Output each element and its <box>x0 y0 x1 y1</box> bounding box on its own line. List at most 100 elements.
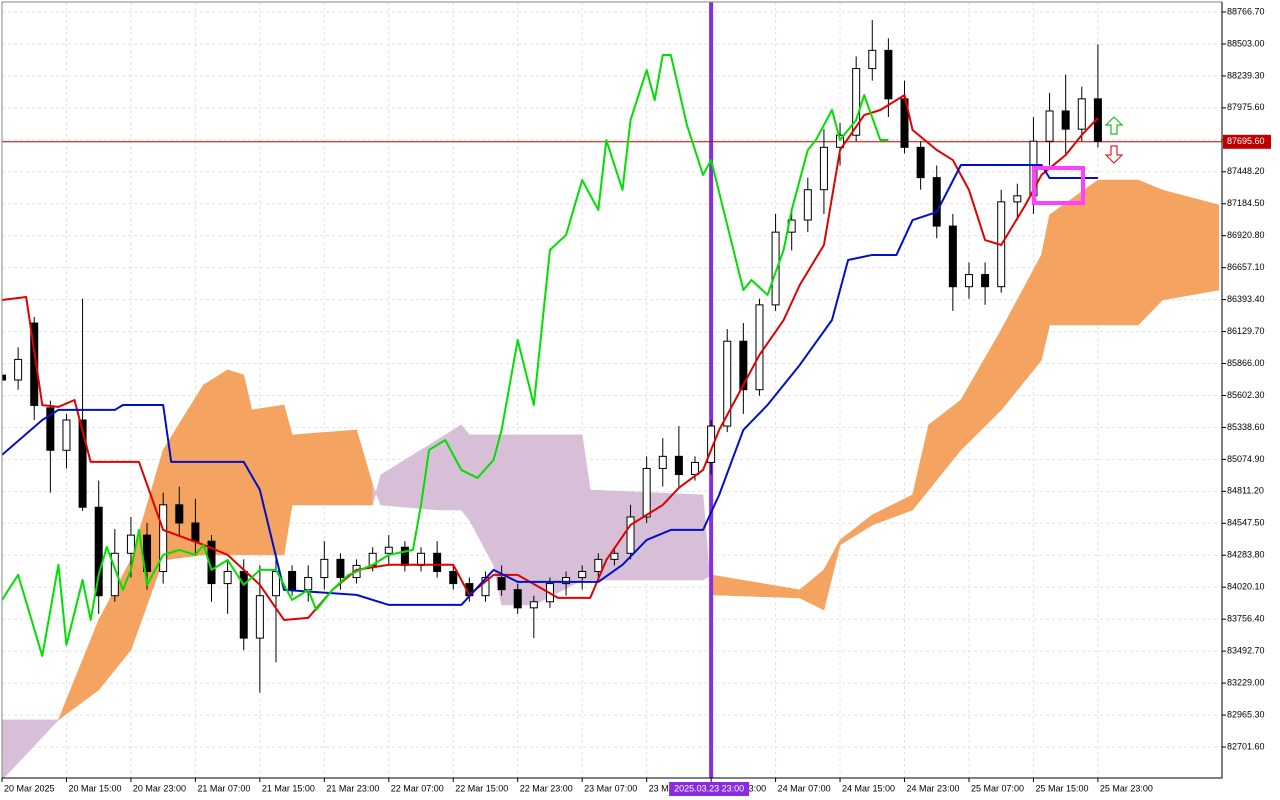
candle-body <box>690 461 699 476</box>
candle-body <box>932 177 941 227</box>
candle-body <box>723 340 732 427</box>
candle-body <box>497 577 506 591</box>
up-arrow <box>1104 116 1124 135</box>
y-tick-label: 84547.50 <box>1227 518 1265 528</box>
y-tick-label: 86657.10 <box>1227 262 1265 272</box>
x-tick-label: 20 Mar 23:00 <box>133 783 186 793</box>
x-tick-label: 22 Mar 07:00 <box>391 783 444 793</box>
candle-body <box>14 358 23 381</box>
y-tick-label: 88239.30 <box>1227 70 1265 80</box>
candle-body <box>223 570 232 585</box>
candle-body <box>852 68 861 136</box>
candle-body <box>417 552 426 566</box>
y-tick-label: 85602.30 <box>1227 390 1265 400</box>
candle-body <box>868 49 877 70</box>
down-arrow <box>1104 145 1124 164</box>
candle-body <box>94 506 103 597</box>
x-tick-label: 25 Mar 15:00 <box>1035 783 1088 793</box>
y-tick-label: 87975.60 <box>1227 102 1265 112</box>
cloud-segment <box>1137 179 1163 326</box>
candle-body <box>836 134 845 148</box>
candle-body <box>578 570 587 579</box>
cloud-segment <box>533 434 583 606</box>
candle-body <box>1045 110 1054 142</box>
cloud-layer <box>2 179 1220 778</box>
candle-body <box>626 516 635 554</box>
label-layer: 88766.7088503.0088239.3087975.6087711.90… <box>4 6 1271 796</box>
x-tick-label: 22 Mar 23:00 <box>520 783 573 793</box>
candle-body <box>320 558 329 579</box>
x-tick-label: 20 Mar 2025 <box>4 783 55 793</box>
cloud-segment <box>1162 189 1220 301</box>
candle-body <box>449 570 458 585</box>
candle-body <box>304 577 313 591</box>
candle-body <box>594 558 603 572</box>
candle-body <box>771 231 780 306</box>
y-tick-label: 86920.80 <box>1227 230 1265 240</box>
candle-body <box>513 589 522 609</box>
y-tick-label: 87448.20 <box>1227 166 1265 176</box>
candle-body <box>610 552 619 560</box>
candle-body <box>739 340 748 391</box>
indicator-line <box>2 94 1099 621</box>
x-tick-label: 21 Mar 23:00 <box>326 783 379 793</box>
candle-body <box>336 558 345 579</box>
x-tick-label: 24 Mar 07:00 <box>778 783 831 793</box>
candle-body <box>529 601 538 609</box>
y-tick-label: 87184.50 <box>1227 198 1265 208</box>
candle-body <box>916 146 925 179</box>
candle-body <box>191 522 200 542</box>
candle-body <box>948 225 957 288</box>
candle-body <box>1093 98 1102 142</box>
y-tick-label: 88503.00 <box>1227 38 1265 48</box>
candle-body <box>819 146 828 191</box>
annotation-box <box>1032 166 1085 205</box>
x-tick-label: 24 Mar 23:00 <box>907 783 960 793</box>
y-tick-label: 83229.00 <box>1227 677 1265 687</box>
y-tick-label: 83756.40 <box>1227 614 1265 624</box>
candle-body <box>78 419 87 508</box>
candle-body <box>46 407 55 451</box>
y-tick-label: 84811.20 <box>1227 486 1264 496</box>
y-tick-label: 84020.10 <box>1227 582 1265 592</box>
price-label: 87695.60 <box>1227 136 1265 146</box>
candle-body <box>658 455 667 469</box>
y-tick-label: 86129.70 <box>1227 326 1265 336</box>
candle-body <box>384 546 393 554</box>
candle-body <box>562 577 571 585</box>
candle-body <box>1013 195 1022 203</box>
indicator-line <box>2 164 1098 606</box>
candle-body <box>642 467 651 518</box>
candle-body <box>288 570 297 591</box>
x-tick-label: 21 Mar 15:00 <box>262 783 315 793</box>
indicator-line <box>2 53 889 657</box>
x-tick-label: 21 Mar 07:00 <box>197 783 250 793</box>
marker-layer <box>2 2 1222 778</box>
candle-body <box>674 455 683 476</box>
price-label-bg <box>1223 134 1271 149</box>
x-tick-label: 25 Mar 07:00 <box>971 783 1024 793</box>
x-tick-label: 24 Mar 15:00 <box>842 783 895 793</box>
candle-body <box>1077 98 1086 130</box>
highlight-label: 2025.03.23 23:00 <box>674 783 744 793</box>
candle-body <box>400 546 409 566</box>
line-layer <box>2 53 1099 657</box>
y-tick-label: 85866.00 <box>1227 358 1265 368</box>
candle-body <box>884 49 893 100</box>
y-tick-label: 88766.70 <box>1227 6 1265 16</box>
candle-body <box>1061 110 1070 130</box>
axis-layer <box>1 1 1226 782</box>
x-tick-label: 22 Mar 15:00 <box>455 783 508 793</box>
candle-body <box>239 570 248 639</box>
x-tick-label: 23 Mar 07:00 <box>584 783 637 793</box>
y-tick-label: 86393.40 <box>1227 294 1265 304</box>
candle-body <box>2 374 6 381</box>
candle-body <box>30 322 39 406</box>
highlight-label-bg <box>669 782 750 796</box>
candle-body <box>981 274 990 288</box>
y-tick-label: 85074.90 <box>1227 454 1265 464</box>
y-tick-label: 85338.60 <box>1227 422 1265 432</box>
